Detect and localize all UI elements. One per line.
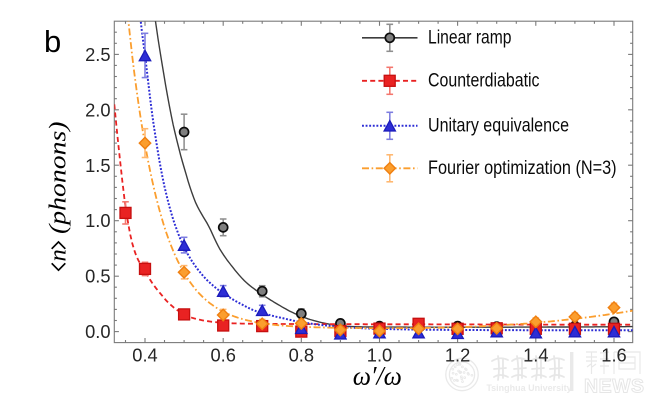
svg-text:ω′/ω: ω′/ω (353, 361, 402, 391)
svg-text:1.4: 1.4 (523, 345, 548, 366)
svg-text:2.0: 2.0 (85, 99, 110, 120)
svg-text:b: b (44, 24, 61, 59)
svg-text:Tsinghua University: Tsinghua University (486, 383, 571, 393)
svg-text:Fourier optimization (N=3): Fourier optimization (N=3) (428, 157, 617, 179)
svg-text:0.6: 0.6 (210, 345, 235, 366)
svg-text:0.0: 0.0 (85, 321, 110, 342)
svg-text:n: n (45, 249, 72, 261)
svg-text:0.5: 0.5 (85, 266, 110, 287)
svg-text:1.2: 1.2 (445, 345, 470, 366)
svg-text:1.0: 1.0 (367, 345, 392, 366)
svg-text:(phonons): (phonons) (45, 122, 72, 235)
svg-text:Unitary equivalence: Unitary equivalence (428, 115, 569, 137)
svg-text:1.6: 1.6 (601, 345, 626, 366)
svg-text:2.5: 2.5 (85, 44, 110, 65)
svg-text:1.5: 1.5 (85, 155, 110, 176)
svg-text:NEWS: NEWS (584, 376, 645, 398)
svg-text:0.4: 0.4 (132, 345, 157, 366)
svg-text:Counterdiabatic: Counterdiabatic (428, 70, 540, 92)
svg-text:Linear ramp: Linear ramp (428, 27, 512, 49)
svg-text:0.8: 0.8 (289, 345, 314, 366)
svg-text:1.0: 1.0 (85, 210, 110, 231)
